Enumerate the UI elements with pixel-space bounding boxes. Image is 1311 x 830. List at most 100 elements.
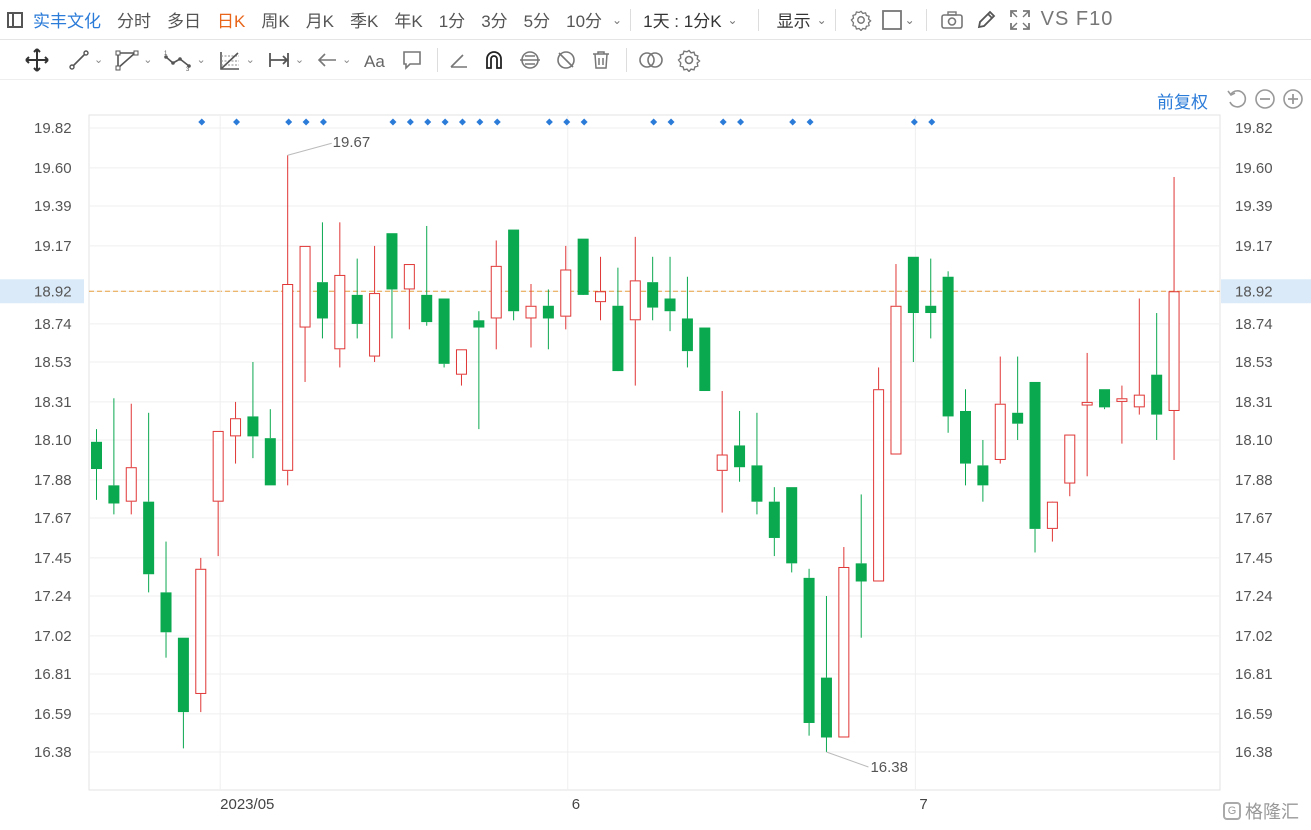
candle[interactable] xyxy=(351,258,363,339)
layout-icon[interactable]: ⌄ xyxy=(878,0,918,40)
arrow-tool-icon[interactable]: ⌄ xyxy=(316,40,351,80)
channel-tool-icon[interactable]: ⌄ xyxy=(115,40,152,80)
candle[interactable] xyxy=(820,596,832,752)
candle[interactable] xyxy=(681,276,693,368)
fibonacci-tool-icon[interactable]: ⌄ xyxy=(218,40,255,80)
sidebar-toggle-icon[interactable] xyxy=(7,11,23,28)
candle[interactable] xyxy=(803,568,815,736)
candle[interactable] xyxy=(316,222,328,339)
candle[interactable] xyxy=(1151,313,1163,440)
candle[interactable] xyxy=(838,547,850,738)
candle[interactable] xyxy=(577,238,589,295)
candle[interactable] xyxy=(612,267,624,372)
candle[interactable] xyxy=(508,229,520,321)
magnet-icon[interactable] xyxy=(482,40,506,80)
candle[interactable] xyxy=(1099,389,1111,410)
candle[interactable] xyxy=(925,258,937,339)
candle[interactable] xyxy=(855,494,867,638)
chevron-down-icon[interactable]: ⌄ xyxy=(904,12,915,27)
candle[interactable] xyxy=(873,367,885,582)
candle[interactable] xyxy=(1029,381,1041,553)
zoom-out-icon[interactable] xyxy=(1254,88,1276,110)
pencil-icon[interactable] xyxy=(969,0,1003,40)
comment-tool-icon[interactable] xyxy=(401,40,423,80)
candle[interactable] xyxy=(369,245,381,362)
candle[interactable] xyxy=(647,256,659,321)
zoom-in-icon[interactable] xyxy=(1282,88,1304,110)
link-tool-icon[interactable] xyxy=(518,40,542,80)
candle[interactable] xyxy=(455,349,467,386)
chevron-down-icon[interactable]: ⌄ xyxy=(612,12,623,27)
candle[interactable] xyxy=(1012,356,1024,440)
candle[interactable] xyxy=(177,637,189,749)
price-adjust-select[interactable]: 前复权 xyxy=(1157,93,1208,112)
candle[interactable] xyxy=(977,440,989,502)
candle[interactable] xyxy=(890,264,902,455)
candle[interactable] xyxy=(960,389,971,486)
candle[interactable] xyxy=(247,362,259,459)
period-tab[interactable]: 10分 xyxy=(566,12,603,31)
period-tab[interactable]: 5分 xyxy=(523,12,551,31)
chevron-down-icon[interactable]: ⌄ xyxy=(143,54,153,66)
candle[interactable] xyxy=(108,398,120,515)
chevron-down-icon[interactable]: ⌄ xyxy=(816,12,827,27)
candle[interactable] xyxy=(994,356,1006,464)
period-tab[interactable]: 分时 xyxy=(117,12,151,31)
candle[interactable] xyxy=(768,487,780,557)
candle[interactable] xyxy=(1168,176,1180,460)
interval-select[interactable]: 1天 : 1分K xyxy=(643,12,722,31)
candle[interactable] xyxy=(143,412,155,593)
candle[interactable] xyxy=(751,412,763,515)
candle[interactable] xyxy=(1046,501,1058,542)
wave-tool-icon[interactable]: 1 3 ⌄ xyxy=(164,40,205,80)
candle[interactable] xyxy=(160,541,172,658)
candle[interactable] xyxy=(125,403,137,515)
candle[interactable] xyxy=(629,236,641,386)
candle[interactable] xyxy=(299,245,311,382)
candle[interactable] xyxy=(403,264,415,330)
text-tool-icon[interactable]: Aa xyxy=(363,40,389,80)
candle[interactable] xyxy=(542,289,554,350)
trash-icon[interactable] xyxy=(590,40,612,80)
period-tab[interactable]: 月K xyxy=(305,12,335,31)
candle[interactable] xyxy=(786,487,798,573)
hide-drawings-icon[interactable] xyxy=(554,40,578,80)
period-tab[interactable]: 日K xyxy=(217,12,246,31)
candle[interactable] xyxy=(438,298,450,368)
chevron-down-icon[interactable]: ⌄ xyxy=(94,54,104,66)
chevron-down-icon[interactable]: ⌄ xyxy=(342,54,352,66)
chevron-down-icon[interactable]: ⌄ xyxy=(196,54,206,66)
period-tab[interactable]: 季K xyxy=(350,12,379,31)
vs-f10-button[interactable]: VS F10 xyxy=(1040,8,1114,30)
candle[interactable] xyxy=(421,225,433,326)
chevron-down-icon[interactable]: ⌄ xyxy=(245,54,255,66)
candle[interactable] xyxy=(525,284,537,348)
candle[interactable] xyxy=(334,222,346,368)
candle[interactable] xyxy=(91,429,102,500)
candle[interactable] xyxy=(664,256,676,332)
candle[interactable] xyxy=(195,557,207,713)
period-tab[interactable]: 1分 xyxy=(438,12,466,31)
candle[interactable] xyxy=(1064,434,1076,497)
candle[interactable] xyxy=(473,311,485,430)
candle[interactable] xyxy=(699,327,711,392)
chevron-down-icon[interactable]: ⌄ xyxy=(727,12,738,27)
candle[interactable] xyxy=(212,430,224,557)
candle[interactable] xyxy=(595,256,607,321)
move-tool-icon[interactable] xyxy=(24,40,50,80)
chevron-down-icon[interactable]: ⌄ xyxy=(294,54,305,66)
candle[interactable] xyxy=(282,155,294,486)
period-tab[interactable]: 年K xyxy=(394,12,423,31)
candle[interactable] xyxy=(1133,298,1145,415)
range-tool-icon[interactable]: ⌄ xyxy=(267,40,304,80)
period-tab[interactable]: 多日 xyxy=(167,12,201,31)
candle[interactable] xyxy=(386,233,398,339)
compare-icon[interactable] xyxy=(637,40,665,80)
stock-name[interactable]: 实丰文化 xyxy=(33,12,101,31)
line-tool-icon[interactable]: ⌄ xyxy=(68,40,103,80)
draw-settings-icon[interactable] xyxy=(677,40,701,80)
candle[interactable] xyxy=(907,256,919,362)
candle[interactable] xyxy=(1116,385,1128,444)
candle[interactable] xyxy=(560,245,572,330)
